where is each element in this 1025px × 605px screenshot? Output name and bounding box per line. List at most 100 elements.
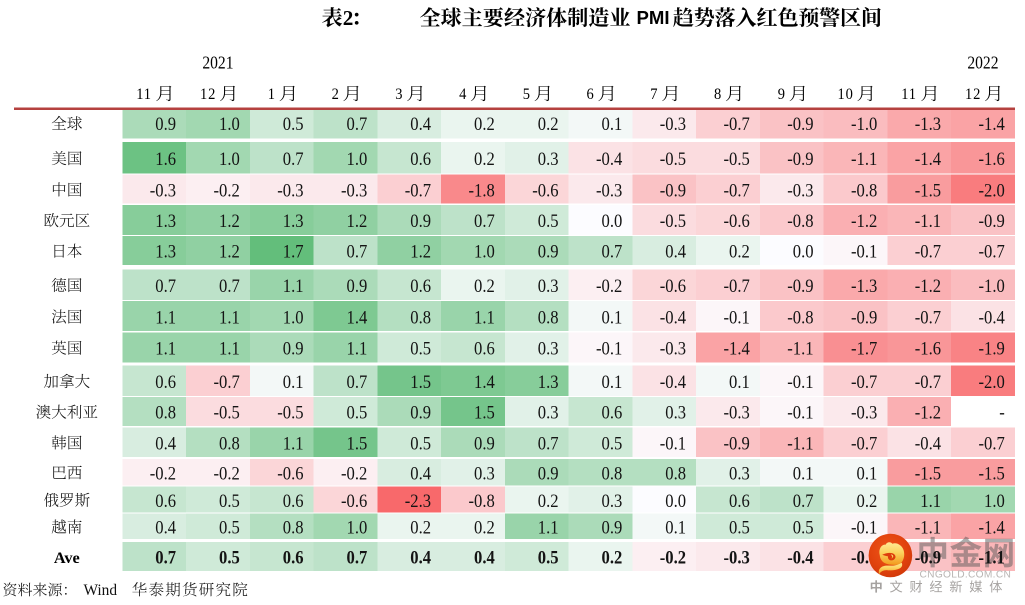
svg-text:-0.7: -0.7 — [724, 113, 750, 134]
svg-text:0.7: 0.7 — [474, 210, 495, 231]
svg-text:-0.8: -0.8 — [469, 490, 495, 511]
svg-text:-0.8: -0.8 — [787, 210, 813, 231]
svg-text:1: 1 — [268, 85, 275, 103]
svg-text:0.9: 0.9 — [410, 402, 431, 423]
svg-text:0.2: 0.2 — [857, 490, 878, 511]
svg-text:0.9: 0.9 — [538, 462, 559, 483]
svg-text:0.6: 0.6 — [410, 275, 431, 296]
svg-text:0.9: 0.9 — [155, 113, 176, 134]
svg-text:0.4: 0.4 — [155, 432, 176, 453]
svg-text:0.8: 0.8 — [410, 306, 431, 327]
svg-text:0.8: 0.8 — [219, 432, 240, 453]
svg-text:1.0: 1.0 — [984, 490, 1005, 511]
svg-text:-0.2: -0.2 — [214, 462, 240, 483]
svg-text:0.1: 0.1 — [602, 306, 623, 327]
svg-text:1.0: 1.0 — [219, 113, 240, 134]
svg-text:-1.1: -1.1 — [787, 337, 813, 358]
svg-text:8: 8 — [714, 85, 722, 103]
svg-text:-0.7: -0.7 — [979, 432, 1005, 453]
svg-text:-0.6: -0.6 — [532, 179, 558, 200]
svg-text:-0.6: -0.6 — [724, 210, 750, 231]
svg-text:0.2: 0.2 — [474, 516, 495, 537]
svg-text:0.1: 0.1 — [602, 113, 623, 134]
svg-text:1.1: 1.1 — [219, 306, 240, 327]
svg-text:1.0: 1.0 — [219, 148, 240, 169]
svg-text:0.7: 0.7 — [793, 490, 814, 511]
svg-text:0.4: 0.4 — [410, 547, 431, 568]
svg-text:-1.3: -1.3 — [851, 275, 877, 296]
svg-text:0.5: 0.5 — [538, 547, 559, 568]
svg-text:10: 10 — [838, 85, 854, 103]
svg-text:0.5: 0.5 — [602, 432, 623, 453]
svg-text:0.5: 0.5 — [538, 210, 559, 231]
svg-text:0.3: 0.3 — [538, 337, 559, 358]
svg-text:-0.6: -0.6 — [341, 490, 367, 511]
svg-text:11: 11 — [136, 85, 152, 103]
svg-text:1.4: 1.4 — [347, 306, 368, 327]
svg-text:-0.2: -0.2 — [341, 462, 367, 483]
svg-text:0.5: 0.5 — [219, 490, 240, 511]
svg-text:1.1: 1.1 — [474, 306, 495, 327]
svg-text:-0.7: -0.7 — [979, 241, 1005, 262]
svg-text:0.4: 0.4 — [410, 462, 431, 483]
svg-text:-1.4: -1.4 — [979, 516, 1005, 537]
svg-text:0.6: 0.6 — [155, 371, 176, 392]
svg-text:9: 9 — [778, 85, 786, 103]
svg-text:-1.2: -1.2 — [915, 402, 941, 423]
svg-text:0.9: 0.9 — [283, 337, 304, 358]
svg-text:1.1: 1.1 — [155, 306, 176, 327]
svg-text:-0.6: -0.6 — [660, 275, 686, 296]
svg-text:3: 3 — [395, 85, 403, 103]
svg-text:1.0: 1.0 — [347, 148, 368, 169]
svg-text:-0.1: -0.1 — [851, 516, 877, 537]
svg-text:11: 11 — [901, 85, 917, 103]
svg-text:-2.3: -2.3 — [405, 490, 431, 511]
svg-text:-0.3: -0.3 — [787, 179, 813, 200]
svg-text:2022: 2022 — [967, 53, 998, 73]
svg-text:-0.2: -0.2 — [596, 275, 622, 296]
svg-text:0.9: 0.9 — [410, 210, 431, 231]
svg-text:0.7: 0.7 — [155, 547, 176, 568]
svg-text:-0.2: -0.2 — [660, 547, 686, 568]
svg-text:0.9: 0.9 — [347, 275, 368, 296]
svg-text:7: 7 — [650, 85, 658, 103]
svg-text:0.6: 0.6 — [602, 402, 623, 423]
svg-text:0.9: 0.9 — [538, 241, 559, 262]
svg-text:1.3: 1.3 — [538, 371, 559, 392]
svg-text:-0.2: -0.2 — [214, 179, 240, 200]
svg-text:0.7: 0.7 — [347, 371, 368, 392]
svg-text:-0.7: -0.7 — [724, 275, 750, 296]
svg-text:-0.5: -0.5 — [660, 148, 686, 169]
svg-text:0.2: 0.2 — [410, 516, 431, 537]
svg-text:-1.8: -1.8 — [469, 179, 495, 200]
svg-text:0.7: 0.7 — [347, 241, 368, 262]
svg-text:-1.7: -1.7 — [851, 337, 877, 358]
svg-text:-0.4: -0.4 — [660, 306, 686, 327]
svg-text:PMI: PMI — [637, 7, 670, 28]
svg-text:-0.1: -0.1 — [724, 306, 750, 327]
svg-text:-0.8: -0.8 — [851, 179, 877, 200]
svg-text:1.1: 1.1 — [920, 490, 941, 511]
svg-text:1.1: 1.1 — [283, 275, 304, 296]
svg-text:1.0: 1.0 — [347, 516, 368, 537]
svg-text:0.3: 0.3 — [729, 462, 750, 483]
svg-text:Ave: Ave — [54, 548, 80, 567]
svg-text:-1.4: -1.4 — [915, 148, 941, 169]
svg-text:0.2: 0.2 — [474, 113, 495, 134]
svg-text:-0.8: -0.8 — [787, 306, 813, 327]
svg-text:-1.0: -1.0 — [979, 275, 1005, 296]
svg-text:0.0: 0.0 — [793, 241, 814, 262]
svg-text:-0.5: -0.5 — [660, 210, 686, 231]
svg-text:-1.4: -1.4 — [724, 337, 750, 358]
svg-text:-0.7: -0.7 — [915, 371, 941, 392]
svg-text:0.6: 0.6 — [283, 490, 304, 511]
svg-text:-0.7: -0.7 — [724, 179, 750, 200]
svg-text:1.2: 1.2 — [219, 210, 240, 231]
svg-text:0.1: 0.1 — [283, 371, 304, 392]
svg-text:-1.2: -1.2 — [915, 275, 941, 296]
svg-text:1.1: 1.1 — [347, 337, 368, 358]
svg-text:1.5: 1.5 — [347, 432, 368, 453]
svg-text:5: 5 — [523, 85, 531, 103]
svg-text:-0.9: -0.9 — [915, 547, 941, 568]
svg-text:-0.9: -0.9 — [851, 306, 877, 327]
